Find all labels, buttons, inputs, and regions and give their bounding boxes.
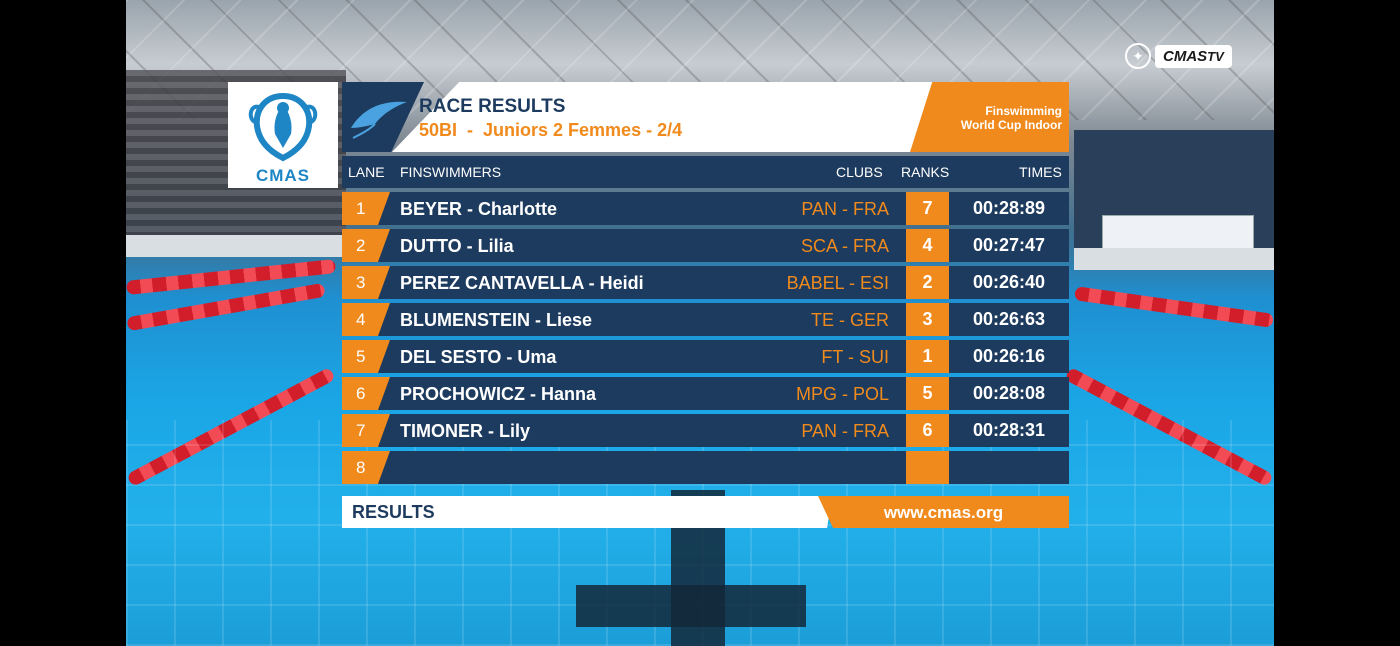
column-header: LANE FINSWIMMERS CLUBS RANKS TIMES	[342, 156, 1069, 188]
lane-cell: 2	[342, 229, 390, 262]
table-row: 5 DEL SESTO - Uma FT - SUI 1 00:26:16	[342, 340, 1069, 373]
lane-cell: 7	[342, 414, 390, 447]
manta-ray-icon	[351, 101, 407, 139]
rank-cell: 6	[906, 414, 949, 447]
race-title: RACE RESULTS	[419, 96, 566, 117]
header-title-panel	[392, 82, 952, 152]
table-row: 1 BEYER - Charlotte PAN - FRA 7 00:28:89	[342, 192, 1069, 225]
cmas-emblem-icon	[248, 92, 318, 162]
footer-label-panel	[342, 496, 832, 528]
table-row: 8	[342, 451, 1069, 484]
club-name: PAN - FRA	[801, 199, 889, 219]
lane-cell: 4	[342, 303, 390, 336]
lane-rope	[1073, 286, 1274, 328]
website-url: www.cmas.org	[883, 503, 1004, 522]
logo-text: CMAS	[255, 166, 311, 185]
club-name: PAN - FRA	[801, 421, 889, 441]
finswimmer-name: TIMONER - Lily	[400, 421, 530, 441]
header-event-panel	[910, 82, 1069, 152]
finswimmer-name: DUTTO - Lilia	[400, 236, 514, 256]
rank-cell: 7	[906, 192, 949, 225]
table-row: 6 PROCHOWICZ - Hanna MPG - POL 5 00:28:0…	[342, 377, 1069, 410]
col-lane: LANE	[348, 164, 385, 180]
club-name: MPG - POL	[795, 384, 889, 404]
col-times: TIMES	[1019, 164, 1062, 180]
table-row: 7 TIMONER - Lily PAN - FRA 6 00:28:31	[342, 414, 1069, 447]
club-name: FT - SUI	[821, 347, 889, 367]
col-clubs: CLUBS	[836, 164, 883, 180]
time-cell: 00:28:31	[972, 420, 1046, 440]
col-ranks: RANKS	[901, 164, 950, 180]
cmas-tv-emblem-icon: ✦	[1125, 43, 1151, 69]
lane-cell: 6	[342, 377, 390, 410]
cmas-tv-label: CMASTV	[1155, 44, 1232, 68]
rank-cell: 5	[906, 377, 949, 410]
lane-cell: 8	[342, 451, 390, 484]
rank-cell: 1	[906, 340, 949, 373]
lane-cell: 1	[342, 192, 390, 225]
finswimmer-name: BEYER - Charlotte	[400, 199, 558, 219]
time-cell: 00:27:47	[972, 235, 1046, 255]
event-name: Finswimming World Cup Indoor	[932, 104, 1062, 132]
lane-marking-cross	[576, 585, 806, 627]
event-line-1: Finswimming	[985, 104, 1062, 118]
finswimmer-name: PEREZ CANTAVELLA - Heidi	[400, 273, 644, 293]
race-subtitle: 50BI - Juniors 2 Femmes - 2/4	[419, 120, 683, 140]
table-row: 4 BLUMENSTEIN - Liese TE - GER 3 00:26:6…	[342, 303, 1069, 336]
results-header: RACE RESULTS 50BI - Juniors 2 Femmes - 2…	[342, 82, 1069, 152]
rank-cell	[906, 451, 949, 484]
rank-cell: 4	[906, 229, 949, 262]
time-cell: 00:26:16	[972, 346, 1046, 366]
results-footer: RESULTS www.cmas.org	[342, 496, 1069, 528]
time-cell: 00:28:08	[972, 383, 1046, 403]
time-cell	[949, 451, 1069, 484]
pool-deck-right	[1074, 248, 1274, 270]
time-cell: 00:28:89	[972, 198, 1046, 218]
club-name: SCA - FRA	[800, 236, 889, 256]
rank-cell: 3	[906, 303, 949, 336]
finswimmer-name: PROCHOWICZ - Hanna	[400, 384, 596, 404]
club-name: BABEL - ESI	[786, 273, 889, 293]
footer-url-panel	[818, 496, 1069, 528]
cmas-logo: CMAS	[228, 82, 338, 188]
club-name: TE - GER	[810, 310, 889, 330]
table-row: 3 PEREZ CANTAVELLA - Heidi BABEL - ESI 2…	[342, 266, 1069, 299]
finswimmer-name: BLUMENSTEIN - Liese	[400, 310, 593, 330]
time-cell: 00:26:40	[972, 272, 1046, 292]
footer-label: RESULTS	[352, 502, 435, 522]
col-finswimmers: FINSWIMMERS	[400, 164, 502, 180]
lane-cell: 5	[342, 340, 390, 373]
event-line-2: World Cup Indoor	[960, 118, 1062, 132]
finswimmer-name: DEL SESTO - Uma	[400, 347, 557, 367]
lane-cell: 3	[342, 266, 390, 299]
table-row: 2 DUTTO - Lilia SCA - FRA 4 00:27:47	[342, 229, 1069, 262]
rank-cell: 2	[906, 266, 949, 299]
time-cell: 00:26:63	[972, 309, 1046, 329]
cmas-tv-badge: ✦ CMASTV	[1125, 42, 1232, 70]
pool-deck-left	[126, 235, 346, 257]
